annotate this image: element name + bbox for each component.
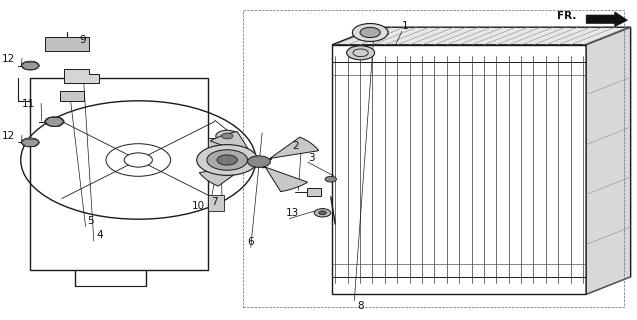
Circle shape <box>216 130 239 142</box>
Text: FR.: FR. <box>557 11 576 21</box>
Text: 6: 6 <box>247 236 254 247</box>
Polygon shape <box>64 69 99 83</box>
Text: 1: 1 <box>402 20 408 31</box>
Circle shape <box>197 145 258 175</box>
Polygon shape <box>586 12 627 27</box>
Text: 10: 10 <box>192 201 205 212</box>
Circle shape <box>325 176 336 182</box>
Circle shape <box>22 61 39 70</box>
Polygon shape <box>332 27 631 45</box>
Polygon shape <box>586 27 631 294</box>
Circle shape <box>45 117 64 126</box>
Text: 7: 7 <box>211 196 218 207</box>
Circle shape <box>314 209 331 217</box>
Text: 12: 12 <box>1 54 15 64</box>
Circle shape <box>248 156 271 167</box>
Text: 9: 9 <box>79 35 86 45</box>
Circle shape <box>217 155 238 165</box>
Polygon shape <box>45 37 89 51</box>
Polygon shape <box>262 167 308 192</box>
Polygon shape <box>208 195 224 211</box>
Circle shape <box>22 138 39 147</box>
Text: 3: 3 <box>308 153 315 164</box>
Text: 13: 13 <box>286 208 299 218</box>
Polygon shape <box>306 188 320 196</box>
Circle shape <box>352 24 388 42</box>
Polygon shape <box>199 163 248 186</box>
Circle shape <box>222 133 233 139</box>
Text: 5: 5 <box>87 216 94 226</box>
Text: 2: 2 <box>292 140 299 151</box>
Circle shape <box>318 211 326 215</box>
Polygon shape <box>60 91 84 101</box>
Circle shape <box>207 150 248 170</box>
Polygon shape <box>210 132 255 156</box>
Circle shape <box>360 28 380 38</box>
Text: 8: 8 <box>357 300 364 311</box>
Circle shape <box>347 46 375 60</box>
Polygon shape <box>208 138 224 154</box>
Text: 11: 11 <box>22 99 35 109</box>
Text: 12: 12 <box>1 131 15 141</box>
Text: 4: 4 <box>97 230 103 240</box>
Polygon shape <box>270 137 318 160</box>
